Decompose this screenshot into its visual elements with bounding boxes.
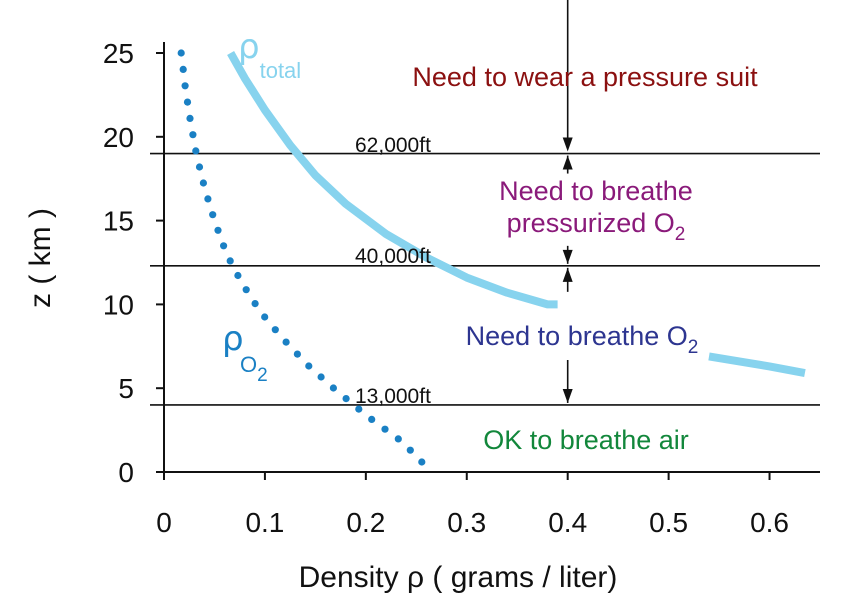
rho-o2-symbol: ρ xyxy=(222,319,244,359)
zone-pressurized-o2-text: pressurized O xyxy=(507,208,675,238)
series-point-rho-o2 xyxy=(189,131,197,139)
zone-pressurized-o2-line2: pressurized O2 xyxy=(507,208,686,245)
series-point-rho-o2 xyxy=(192,147,200,155)
series-point-rho-o2 xyxy=(355,405,363,413)
tick-labels: 0 0.1 0.2 0.3 0.4 0.5 0.6 0 5 10 15 20 25 xyxy=(103,38,789,538)
series-point-rho-o2 xyxy=(199,179,207,187)
y-tick-label: 10 xyxy=(103,289,134,320)
y-tick-label: 25 xyxy=(103,38,134,69)
rho-o2-subscript: O xyxy=(240,352,257,377)
altitude-label-40000: 40,000ft xyxy=(355,245,431,268)
series-point-rho-o2 xyxy=(234,271,242,280)
label-rho-o2: ρ O2 xyxy=(222,319,268,386)
series-point-rho-o2 xyxy=(181,82,189,90)
series xyxy=(177,49,806,466)
series-point-rho-o2 xyxy=(317,373,325,381)
series-point-rho-o2 xyxy=(305,362,313,370)
arrow-head xyxy=(562,155,573,170)
series-point-rho-o2 xyxy=(177,49,185,57)
series-point-rho-o2 xyxy=(251,300,259,308)
arrow-head xyxy=(562,267,573,282)
series-line-rho-total xyxy=(227,51,558,309)
rho-total-subscript: total xyxy=(260,58,302,83)
zone-pressurized-o2-line1: Need to breathe xyxy=(499,176,693,206)
arrow-head xyxy=(562,388,573,403)
altitude-label-62000: 62,000ft xyxy=(355,134,431,157)
x-tick-label: 0.4 xyxy=(548,507,587,538)
zone-breathe-air: OK to breathe air xyxy=(483,425,689,455)
y-tick-label: 20 xyxy=(103,122,134,153)
y-tick-label: 15 xyxy=(103,206,134,237)
series-point-rho-o2 xyxy=(179,65,187,73)
series-point-rho-o2 xyxy=(209,211,217,219)
y-axis-label: z ( km ) xyxy=(24,208,57,308)
axes xyxy=(156,42,820,480)
series-point-rho-o2 xyxy=(271,326,279,334)
series-line-rho-total xyxy=(708,352,806,378)
series-point-rho-o2 xyxy=(394,435,402,443)
series-point-rho-o2 xyxy=(214,226,222,234)
zone-breathe-o2: Need to breathe O2 xyxy=(466,321,699,358)
series-point-rho-o2 xyxy=(293,350,301,358)
x-tick-label: 0.5 xyxy=(649,507,688,538)
y-tick-label: 0 xyxy=(118,457,134,488)
rho-total-symbol: ρ xyxy=(238,27,260,67)
label-rho-total: ρtotal xyxy=(238,27,301,83)
series-point-rho-o2 xyxy=(195,163,204,171)
arrow-head xyxy=(562,137,573,152)
series-point-rho-o2 xyxy=(226,257,234,265)
series-point-rho-o2 xyxy=(418,458,426,466)
x-tick-label: 0.3 xyxy=(447,507,486,538)
series-point-rho-o2 xyxy=(220,242,228,250)
arrow-head xyxy=(562,249,573,264)
series-point-rho-o2 xyxy=(368,415,376,423)
series-point-rho-o2 xyxy=(329,384,337,392)
zone-pressure-suit: Need to wear a pressure suit xyxy=(412,62,758,92)
rho-o2-subscript2: 2 xyxy=(257,365,268,386)
series-point-rho-o2 xyxy=(381,425,389,433)
x-axis-label: Density ρ ( grams / liter) xyxy=(299,561,618,594)
zone-breathe-o2-text: Need to breathe O xyxy=(466,321,688,351)
series-point-rho-o2 xyxy=(242,286,250,294)
y-tick-label: 5 xyxy=(118,373,134,404)
series-point-rho-o2 xyxy=(406,446,414,454)
series-point-rho-o2 xyxy=(204,195,212,203)
x-tick-label: 0 xyxy=(156,507,172,538)
altitude-lines xyxy=(150,152,820,406)
zone-breathe-o2-subscript: 2 xyxy=(688,337,699,358)
x-tick-label: 0.2 xyxy=(346,507,385,538)
series-point-rho-o2 xyxy=(183,98,192,106)
series-point-rho-o2 xyxy=(186,114,194,122)
x-tick-label: 0.1 xyxy=(245,507,284,538)
series-point-rho-o2 xyxy=(342,395,350,403)
zone-pressurized-o2-subscript: 2 xyxy=(675,224,686,245)
series-point-rho-o2 xyxy=(261,313,269,321)
boundary-arrows xyxy=(562,0,573,403)
series-point-rho-o2 xyxy=(282,338,290,346)
altitude-label-13000: 13,000ft xyxy=(355,385,431,408)
x-tick-label: 0.6 xyxy=(750,507,789,538)
